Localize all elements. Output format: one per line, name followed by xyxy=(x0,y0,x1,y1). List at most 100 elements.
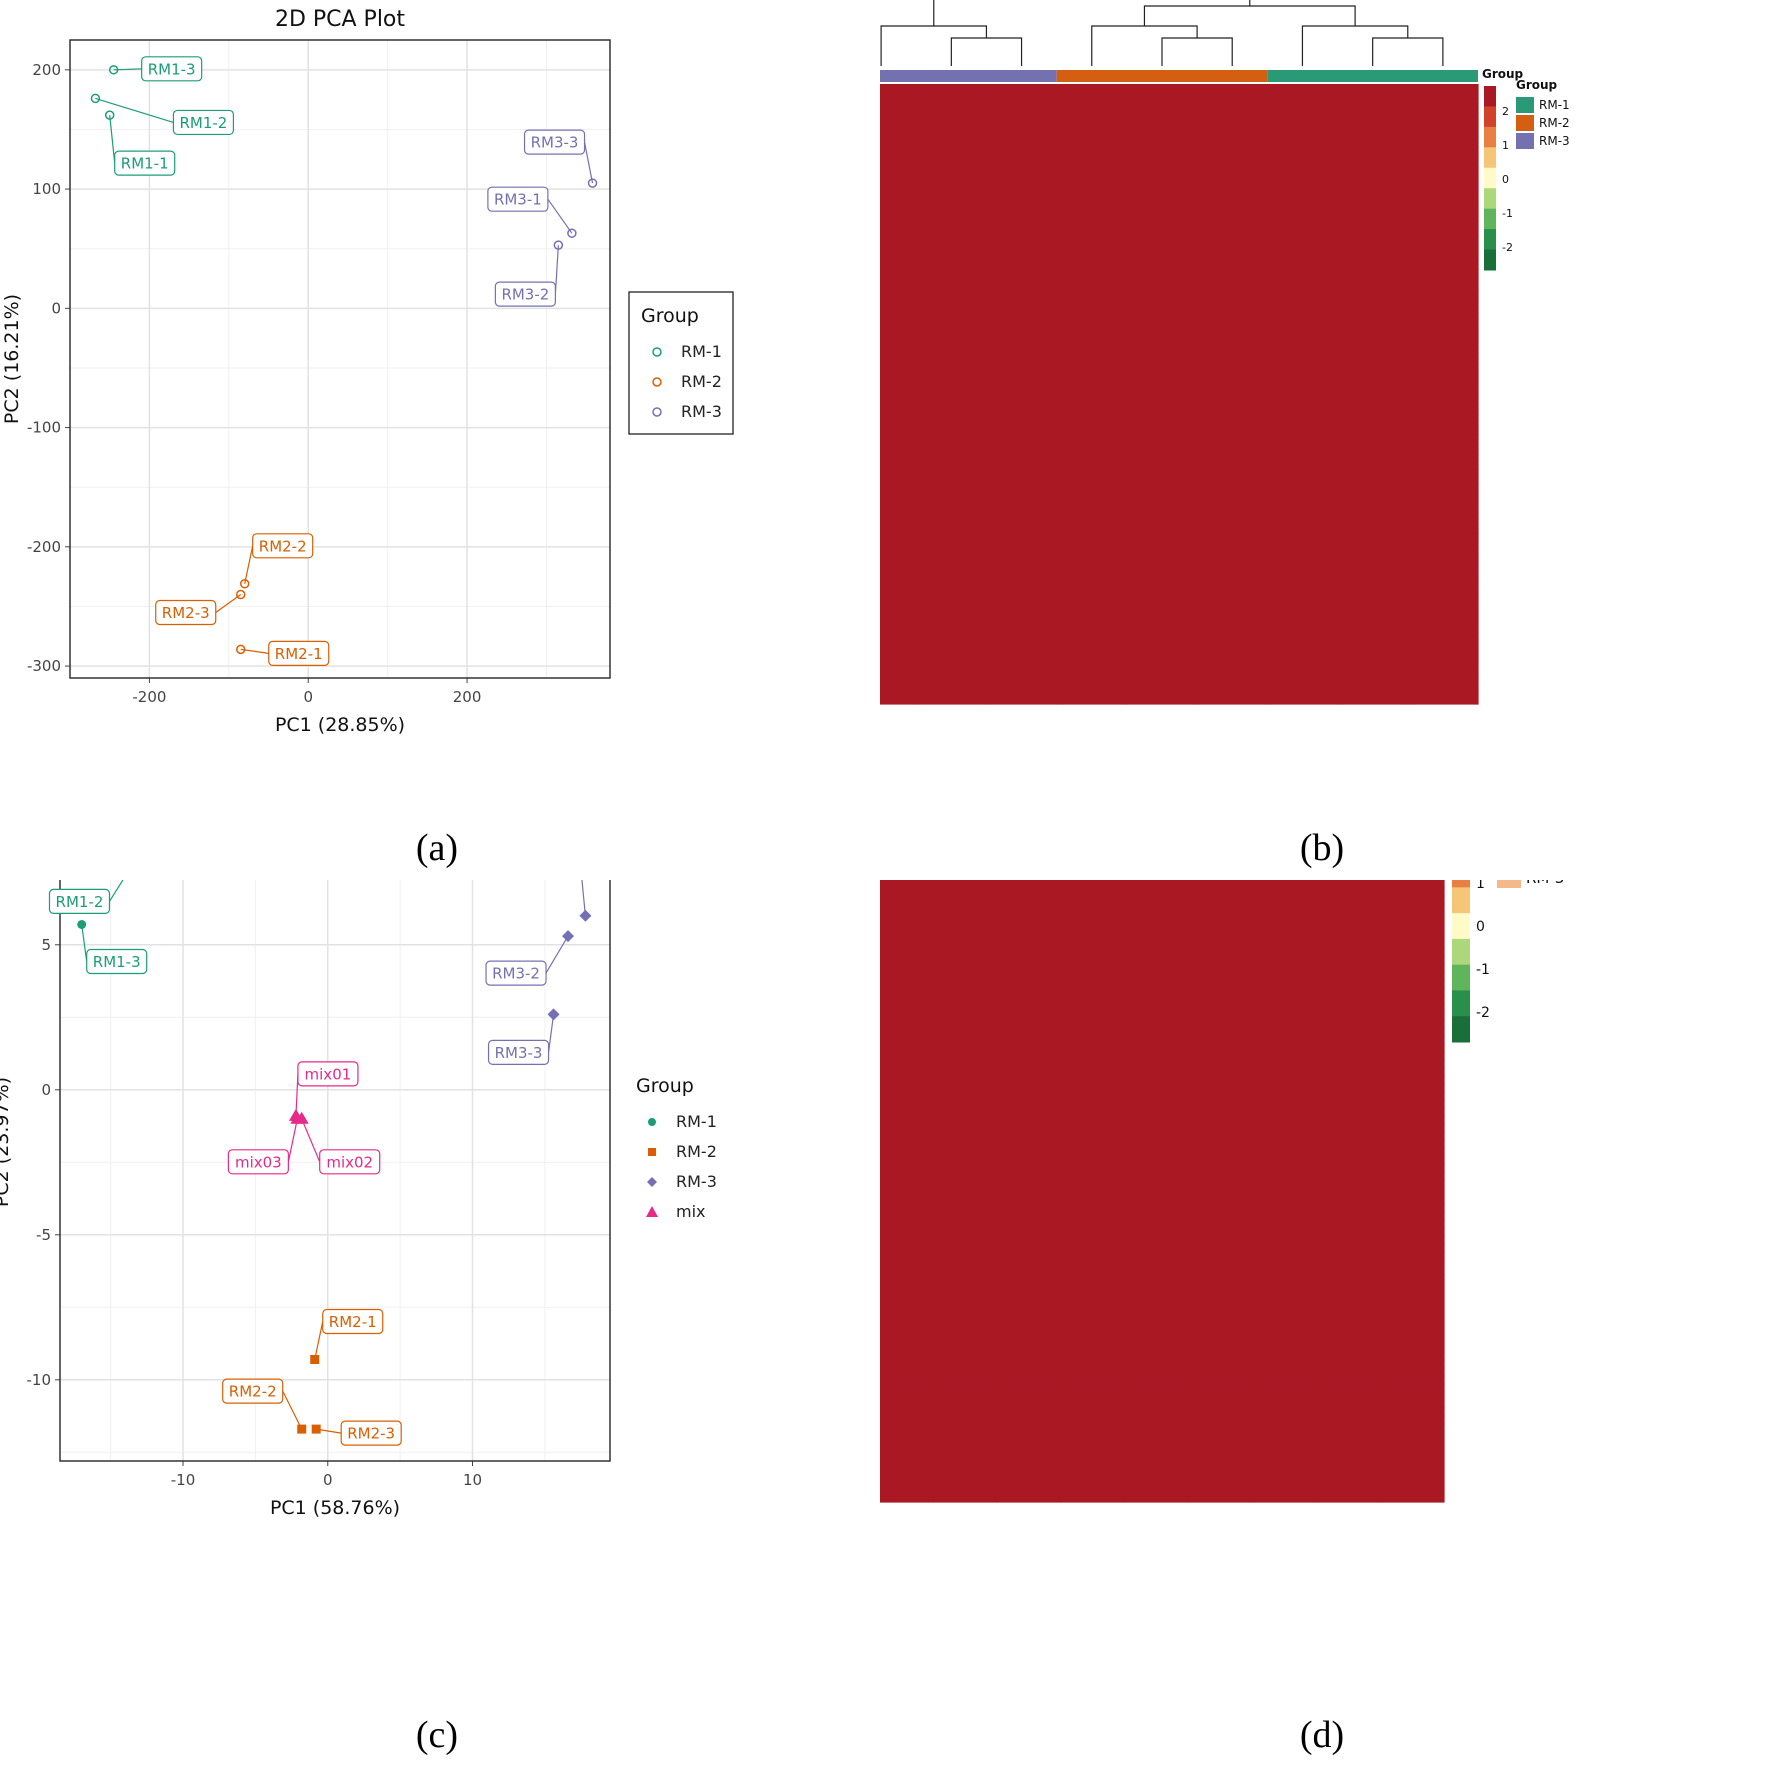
heatmap-cell xyxy=(1056,84,1128,90)
data-label-box xyxy=(268,640,330,666)
heatmap-cell xyxy=(1407,424,1479,430)
heatmap-cell xyxy=(1380,1043,1445,1053)
heatmap-cell xyxy=(986,493,1058,500)
heatmap-cell xyxy=(880,186,917,192)
heatmap-cell xyxy=(1197,643,1268,649)
heatmap-cell xyxy=(916,244,988,251)
heatmap-cell xyxy=(1380,1164,1445,1173)
heatmap-cell xyxy=(1337,122,1409,129)
heatmap-cell xyxy=(1124,895,1190,904)
heatmap-cell xyxy=(996,1258,1062,1268)
heatmap-cell xyxy=(1126,200,1198,207)
x-tick-label: 10 xyxy=(463,1471,482,1489)
heatmap-cell xyxy=(1056,419,1128,425)
heatmap-cell xyxy=(1126,597,1198,604)
heatmap-cell xyxy=(1252,1438,1317,1448)
heatmap-cell xyxy=(986,343,1058,349)
y-tick-label: 200 xyxy=(32,61,61,79)
heatmap-cell xyxy=(1337,523,1409,529)
heatmap-cell xyxy=(1060,1043,1126,1053)
heatmap-cell xyxy=(1060,1003,1126,1013)
heatmap-cell xyxy=(1407,592,1479,599)
heatmap-cell xyxy=(1267,373,1339,380)
heatmap-cell xyxy=(1252,1478,1317,1487)
heatmap-cell xyxy=(1124,988,1190,997)
heatmap-cell xyxy=(880,1140,934,1149)
heatmap-cell xyxy=(1252,1360,1317,1369)
heatmap-cell xyxy=(1380,988,1445,997)
heatmap-cell xyxy=(1056,493,1128,500)
heatmap-cell xyxy=(1407,269,1479,275)
heatmap-cell xyxy=(1124,1430,1190,1440)
heatmap-cell xyxy=(1060,1019,1126,1029)
heatmap-cell xyxy=(916,454,988,460)
heatmap-cell xyxy=(1252,1132,1317,1141)
heatmap-cell xyxy=(996,1368,1062,1377)
heatmap-cell xyxy=(1407,552,1479,559)
heatmap-cell xyxy=(1407,617,1479,624)
heatmap-cell xyxy=(1252,919,1317,928)
heatmap-cell xyxy=(916,298,988,304)
heatmap-cell xyxy=(1126,303,1198,309)
heatmap-cell xyxy=(932,1258,998,1268)
heatmap-cell xyxy=(1316,880,1381,888)
heatmap-cell xyxy=(880,926,934,935)
heatmap-cell xyxy=(1197,434,1268,440)
heatmap-cell xyxy=(996,1091,1062,1101)
heatmap-cell xyxy=(986,225,1058,231)
heatmap-cell xyxy=(1197,567,1268,574)
color-scale-swatch xyxy=(1484,208,1496,230)
heatmap-cell xyxy=(1060,1423,1126,1432)
heatmap-cell xyxy=(1197,93,1268,100)
heatmap-cell xyxy=(1267,547,1339,554)
heatmap-cell xyxy=(1126,146,1198,153)
heatmap-cell xyxy=(1337,678,1409,685)
heatmap-cell xyxy=(1407,215,1479,222)
heatmap-cell xyxy=(1407,235,1479,241)
heatmap-cell xyxy=(1267,518,1339,524)
heatmap-cell xyxy=(1380,1258,1445,1268)
heatmap-cell xyxy=(1056,225,1128,231)
label-connector xyxy=(314,1321,324,1360)
heatmap-cell xyxy=(1056,373,1128,380)
heatmap-cell xyxy=(1337,399,1409,405)
label-connector xyxy=(81,924,88,962)
heatmap-cell xyxy=(1407,658,1479,665)
heatmap-cell xyxy=(1316,1235,1381,1244)
heatmap-cell xyxy=(1060,995,1126,1005)
heatmap-cell xyxy=(1337,698,1409,705)
heatmap-cell xyxy=(996,911,1062,921)
heatmap-cell xyxy=(916,617,988,624)
heatmap-cell xyxy=(880,628,917,634)
heatmap-cell xyxy=(1197,493,1268,500)
x-tick-label: -200 xyxy=(132,688,166,706)
heatmap-cell xyxy=(1316,886,1381,896)
heatmap-cell xyxy=(1316,1329,1381,1338)
heatmap-cell xyxy=(1252,1196,1317,1205)
heatmap-cell xyxy=(880,264,917,270)
heatmap-cell xyxy=(1126,122,1198,129)
heatmap-cell xyxy=(932,1282,998,1291)
heatmap-cell xyxy=(1407,582,1479,589)
heatmap-cell xyxy=(1337,459,1409,465)
heatmap-cell xyxy=(986,200,1058,207)
heatmap-cell xyxy=(1126,373,1198,380)
group-legend-label: RM-2 xyxy=(1539,116,1570,130)
heatmap-cell xyxy=(1188,1196,1253,1205)
heatmap-cell xyxy=(1337,388,1409,395)
data-label: RM3-3 xyxy=(495,1044,543,1062)
heatmap-cell xyxy=(1126,523,1198,529)
heatmap-cell xyxy=(1197,108,1268,114)
heatmap-cell xyxy=(880,1470,934,1479)
heatmap-cell xyxy=(1124,1321,1190,1330)
heatmap-cell xyxy=(996,886,1062,896)
heatmap-cell xyxy=(932,1462,998,1471)
heatmap-cell xyxy=(1316,1204,1381,1213)
heatmap-cell xyxy=(932,941,998,949)
heatmap-cell xyxy=(916,343,988,349)
heatmap-cell xyxy=(1124,1011,1190,1021)
heatmap-cell xyxy=(880,1212,934,1221)
heatmap-cell xyxy=(1337,103,1409,109)
heatmap-cell xyxy=(880,161,917,168)
